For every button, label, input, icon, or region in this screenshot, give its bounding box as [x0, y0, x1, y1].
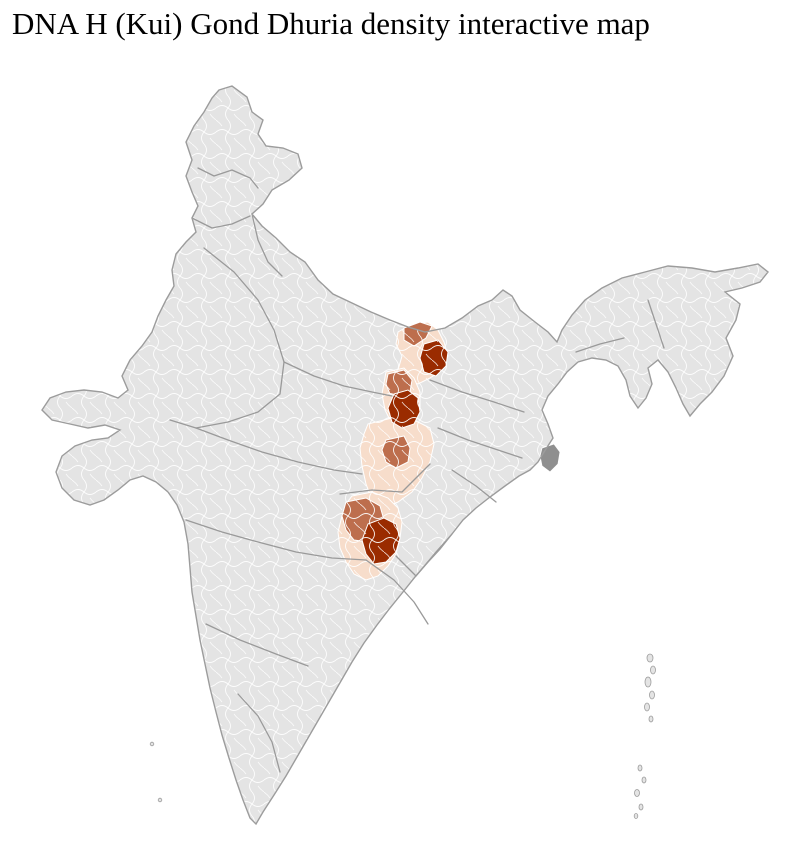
island-dot — [649, 690, 655, 700]
state-border-line — [251, 213, 283, 277]
state-border-line — [237, 693, 281, 773]
island-dot — [638, 803, 644, 811]
state-border-line — [437, 427, 523, 459]
state-border-line — [647, 299, 665, 349]
island-dot — [149, 741, 155, 747]
state-border-line — [205, 623, 309, 667]
island-dot — [650, 665, 656, 675]
state-border-line — [339, 463, 431, 495]
island-dot — [644, 702, 650, 712]
island-dot — [646, 653, 654, 663]
state-border-line — [195, 427, 363, 475]
state-border-line — [283, 361, 393, 397]
country-outline — [41, 85, 769, 826]
state-border-line — [185, 519, 367, 561]
district-borders-overlay — [42, 86, 768, 824]
state-borders — [169, 167, 665, 773]
island-dot — [637, 764, 643, 772]
andaman-nicobar-islands — [149, 653, 656, 819]
island-dot — [648, 715, 654, 723]
island-dot — [633, 813, 639, 819]
page-title: DNA H (Kui) Gond Dhuria density interact… — [12, 6, 650, 41]
island-dot — [641, 776, 647, 784]
state-border-line — [191, 215, 251, 229]
state-border-line — [575, 337, 625, 353]
island-dot — [644, 676, 652, 688]
state-border-line — [197, 167, 259, 189]
island-dot — [157, 797, 163, 803]
state-border-line — [169, 247, 285, 429]
island-dot — [634, 789, 640, 797]
state-border-line — [429, 379, 525, 413]
